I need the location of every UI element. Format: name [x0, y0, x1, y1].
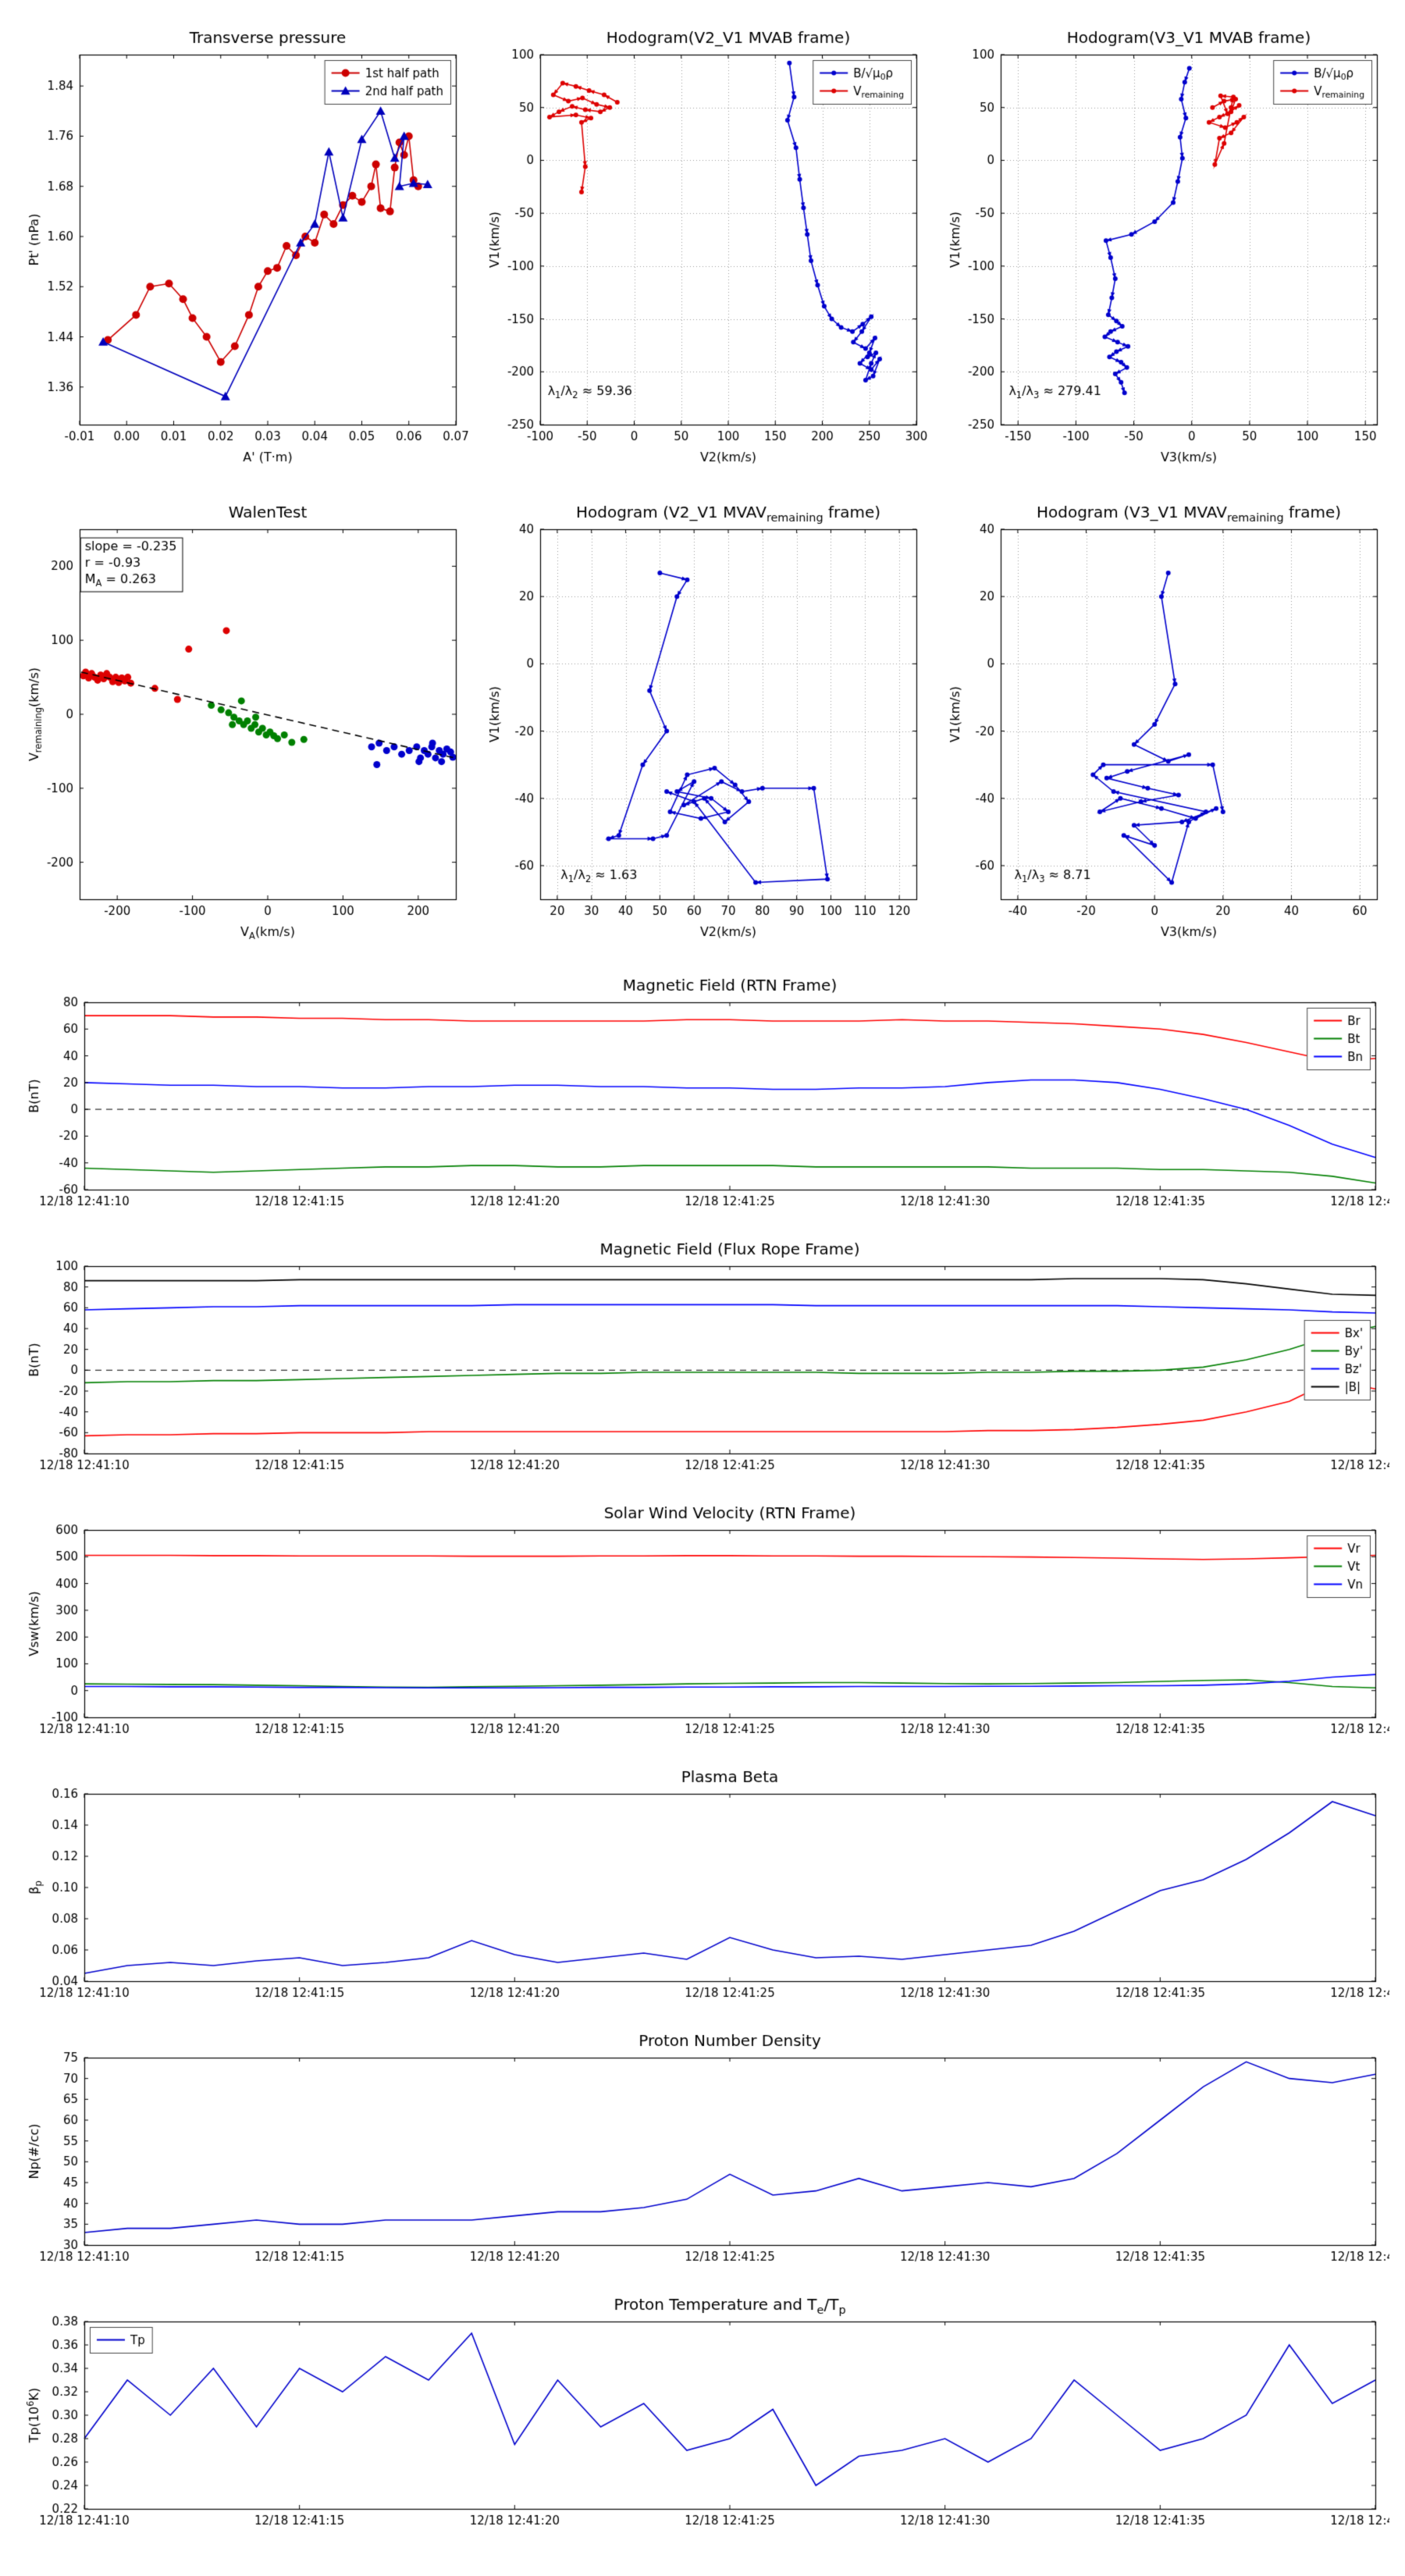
chart-magnetic-field-rtn [16, 970, 1389, 1219]
top-row [16, 14, 1389, 475]
time-series-stack [16, 970, 1389, 2539]
chart-transverse-pressure [16, 14, 468, 475]
chart-hodogram-v2v1-mvav [476, 489, 929, 949]
chart-plasma-beta [16, 1761, 1389, 2011]
chart-walen-test [16, 489, 468, 949]
chart-hodogram-v3v1-mvab [937, 14, 1389, 475]
second-row [16, 489, 1389, 949]
chart-proton-temperature [16, 2289, 1389, 2539]
chart-hodogram-v2v1-mvab [476, 14, 929, 475]
chart-proton-number-density [16, 2025, 1389, 2275]
chart-magnetic-field-fluxrope [16, 1233, 1389, 1483]
chart-solar-wind-velocity [16, 1497, 1389, 1747]
chart-hodogram-v3v1-mvav [937, 489, 1389, 949]
